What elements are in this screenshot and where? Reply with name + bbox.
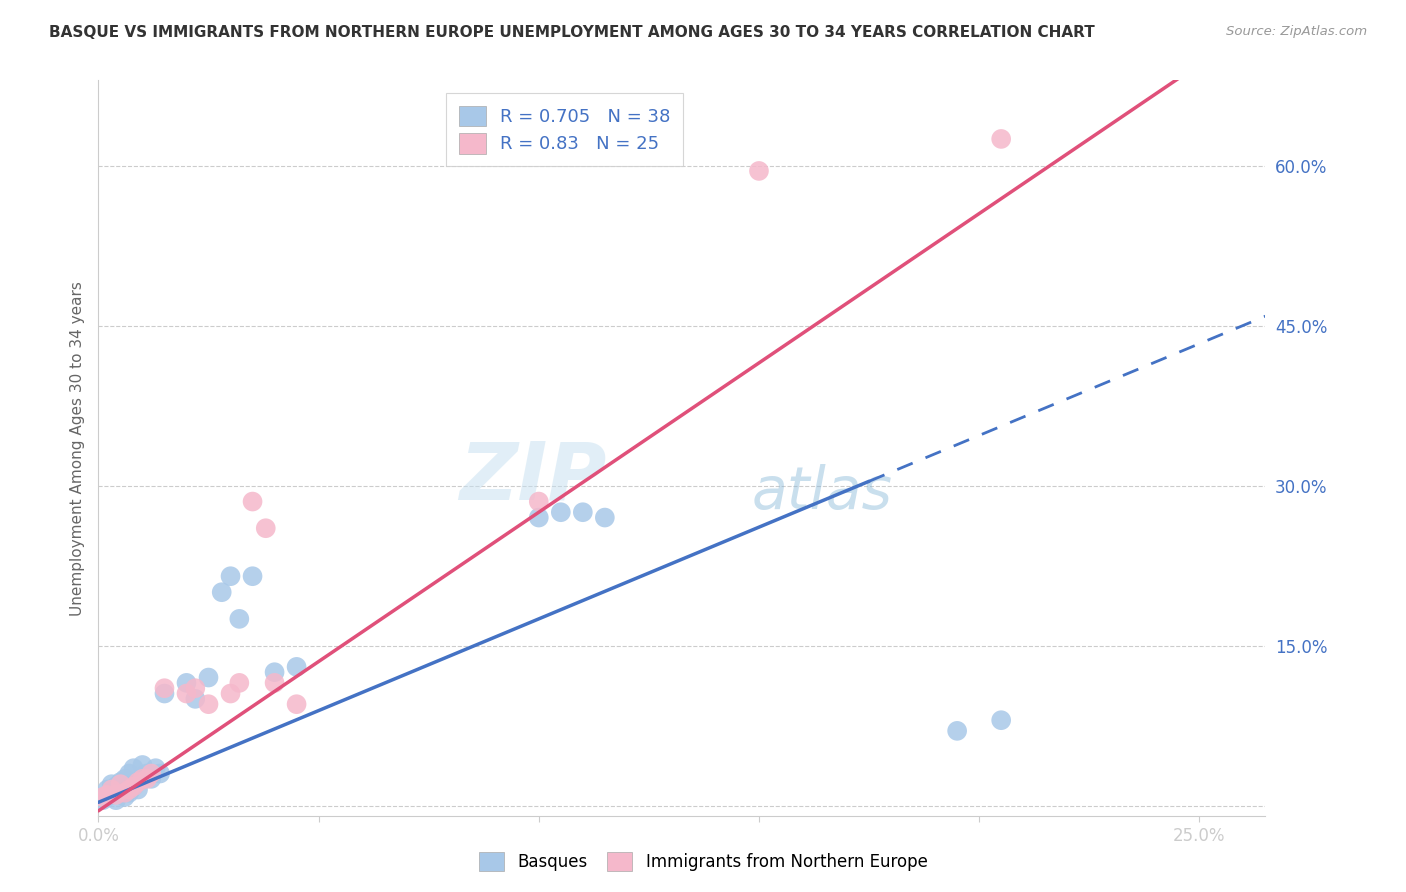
Point — [141, 766, 163, 780]
Point — [100, 777, 122, 791]
Point — [211, 585, 233, 599]
Point — [100, 788, 122, 802]
Point — [242, 494, 264, 508]
Point — [285, 697, 308, 711]
Point — [122, 761, 145, 775]
Point — [285, 660, 308, 674]
Point — [110, 775, 132, 789]
Point — [527, 494, 550, 508]
Point — [176, 676, 198, 690]
Point — [527, 510, 550, 524]
Point — [550, 505, 572, 519]
Point — [219, 687, 242, 701]
Point — [135, 766, 157, 780]
Point — [127, 775, 149, 789]
Point — [96, 788, 118, 802]
Point — [114, 786, 136, 800]
Point — [946, 723, 969, 738]
Point — [572, 505, 595, 519]
Point — [118, 786, 141, 800]
Point — [141, 772, 163, 786]
Point — [100, 782, 122, 797]
Point — [263, 665, 285, 680]
Point — [219, 569, 242, 583]
Point — [184, 691, 207, 706]
Point — [153, 681, 176, 696]
Point — [114, 772, 136, 786]
Point — [228, 676, 250, 690]
Point — [91, 793, 114, 807]
Point — [91, 789, 114, 804]
Point — [228, 612, 250, 626]
Point — [263, 676, 285, 690]
Text: BASQUE VS IMMIGRANTS FROM NORTHERN EUROPE UNEMPLOYMENT AMONG AGES 30 TO 34 YEARS: BASQUE VS IMMIGRANTS FROM NORTHERN EUROP… — [49, 25, 1095, 40]
Point — [153, 687, 176, 701]
Point — [135, 772, 157, 786]
Point — [110, 777, 132, 791]
Y-axis label: Unemployment Among Ages 30 to 34 years: Unemployment Among Ages 30 to 34 years — [69, 281, 84, 615]
Text: ZIP: ZIP — [458, 439, 606, 516]
Point — [118, 782, 141, 797]
Point — [593, 510, 616, 524]
Point — [990, 132, 1012, 146]
Point — [114, 789, 136, 804]
Point — [127, 782, 149, 797]
Point — [131, 772, 153, 786]
Point — [242, 569, 264, 583]
Point — [990, 713, 1012, 727]
Point — [176, 687, 198, 701]
Point — [748, 164, 770, 178]
Point — [96, 782, 118, 797]
Point — [131, 772, 153, 786]
Point — [105, 793, 128, 807]
Point — [131, 758, 153, 772]
Legend: R = 0.705   N = 38, R = 0.83   N = 25: R = 0.705 N = 38, R = 0.83 N = 25 — [446, 93, 683, 166]
Point — [254, 521, 277, 535]
Point — [110, 786, 132, 800]
Point — [105, 780, 128, 794]
Point — [96, 789, 118, 804]
Point — [105, 788, 128, 802]
Point — [122, 780, 145, 794]
Text: Source: ZipAtlas.com: Source: ZipAtlas.com — [1226, 25, 1367, 38]
Point — [118, 766, 141, 780]
Point — [145, 761, 167, 775]
Point — [122, 780, 145, 794]
Legend: Basques, Immigrants from Northern Europe: Basques, Immigrants from Northern Europe — [470, 843, 936, 880]
Point — [149, 766, 172, 780]
Text: atlas: atlas — [752, 464, 893, 521]
Point — [184, 681, 207, 696]
Point — [197, 671, 219, 685]
Point — [197, 697, 219, 711]
